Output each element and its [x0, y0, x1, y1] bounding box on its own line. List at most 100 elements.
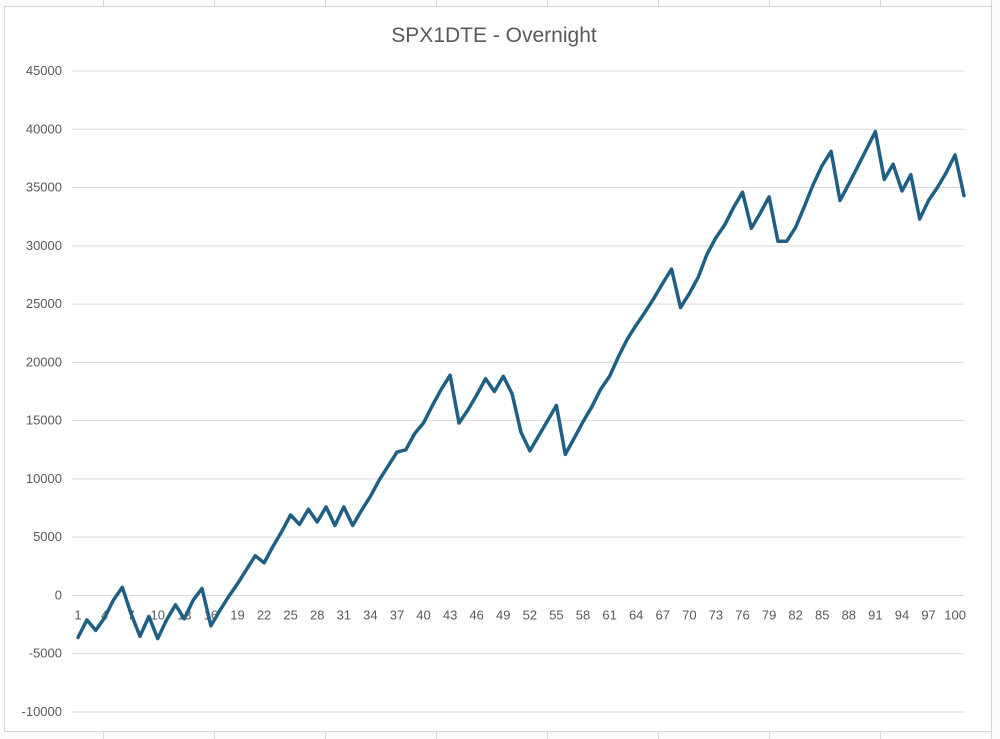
- data-point[interactable]: [280, 529, 284, 533]
- data-point[interactable]: [484, 377, 488, 381]
- data-point[interactable]: [333, 524, 337, 528]
- data-point[interactable]: [563, 452, 567, 456]
- data-point[interactable]: [306, 507, 310, 511]
- data-point[interactable]: [236, 582, 240, 586]
- data-point[interactable]: [811, 182, 815, 186]
- data-point[interactable]: [315, 520, 319, 524]
- data-point[interactable]: [856, 165, 860, 169]
- data-point[interactable]: [687, 292, 691, 296]
- data-point[interactable]: [129, 612, 133, 616]
- data-point[interactable]: [422, 421, 426, 425]
- data-point[interactable]: [413, 432, 417, 436]
- data-point[interactable]: [147, 614, 151, 618]
- data-point[interactable]: [182, 617, 186, 621]
- data-point[interactable]: [732, 205, 736, 209]
- data-point[interactable]: [679, 306, 683, 310]
- data-point[interactable]: [298, 522, 302, 526]
- data-point[interactable]: [156, 637, 160, 641]
- data-point[interactable]: [838, 198, 842, 202]
- data-point[interactable]: [94, 628, 98, 632]
- data-point[interactable]: [85, 618, 89, 622]
- data-point[interactable]: [439, 387, 443, 391]
- data-point[interactable]: [891, 162, 895, 166]
- data-point[interactable]: [670, 267, 674, 271]
- data-point[interactable]: [873, 130, 877, 134]
- data-point[interactable]: [351, 524, 355, 528]
- data-point[interactable]: [475, 393, 479, 397]
- data-point[interactable]: [785, 239, 789, 243]
- data-point[interactable]: [200, 587, 204, 591]
- data-point[interactable]: [882, 177, 886, 181]
- data-point[interactable]: [900, 189, 904, 193]
- data-point[interactable]: [253, 554, 257, 558]
- data-point[interactable]: [696, 275, 700, 279]
- data-point[interactable]: [794, 225, 798, 229]
- data-point[interactable]: [865, 147, 869, 151]
- data-point[interactable]: [342, 505, 346, 509]
- data-point[interactable]: [448, 373, 452, 377]
- data-point[interactable]: [191, 598, 195, 602]
- data-point[interactable]: [174, 603, 178, 607]
- data-point[interactable]: [519, 430, 523, 434]
- data-point[interactable]: [918, 217, 922, 221]
- data-point[interactable]: [209, 624, 213, 628]
- data-point[interactable]: [767, 195, 771, 199]
- data-point[interactable]: [803, 204, 807, 208]
- data-point[interactable]: [572, 436, 576, 440]
- series-line[interactable]: [76, 129, 966, 641]
- data-point[interactable]: [368, 494, 372, 498]
- data-point[interactable]: [360, 508, 364, 512]
- data-point[interactable]: [537, 434, 541, 438]
- data-point[interactable]: [953, 153, 957, 157]
- data-point[interactable]: [227, 595, 231, 599]
- data-point[interactable]: [962, 194, 966, 198]
- data-point[interactable]: [625, 337, 629, 341]
- data-point[interactable]: [749, 226, 753, 230]
- data-point[interactable]: [404, 448, 408, 452]
- chart-area[interactable]: [4, 6, 992, 732]
- data-point[interactable]: [820, 163, 824, 167]
- data-point[interactable]: [103, 616, 107, 620]
- data-point[interactable]: [430, 404, 434, 408]
- data-point[interactable]: [289, 513, 293, 517]
- data-point[interactable]: [643, 310, 647, 314]
- data-point[interactable]: [927, 198, 931, 202]
- data-point[interactable]: [554, 404, 558, 408]
- data-point[interactable]: [492, 390, 496, 394]
- data-point[interactable]: [457, 421, 461, 425]
- data-point[interactable]: [120, 585, 124, 589]
- data-point[interactable]: [661, 281, 665, 285]
- data-point[interactable]: [944, 170, 948, 174]
- data-point[interactable]: [634, 323, 638, 327]
- data-point[interactable]: [909, 173, 913, 177]
- data-point[interactable]: [377, 478, 381, 482]
- data-point[interactable]: [218, 609, 222, 613]
- data-point[interactable]: [386, 464, 390, 468]
- data-point[interactable]: [111, 598, 115, 602]
- data-point[interactable]: [581, 420, 585, 424]
- data-point[interactable]: [271, 545, 275, 549]
- data-point[interactable]: [528, 449, 532, 453]
- data-point[interactable]: [935, 186, 939, 190]
- data-point[interactable]: [510, 392, 514, 396]
- data-point[interactable]: [652, 296, 656, 300]
- data-point[interactable]: [776, 239, 780, 243]
- data-point[interactable]: [741, 190, 745, 194]
- data-point[interactable]: [714, 236, 718, 240]
- data-point[interactable]: [466, 408, 470, 412]
- data-point[interactable]: [608, 374, 612, 378]
- data-point[interactable]: [705, 252, 709, 256]
- data-point[interactable]: [617, 355, 621, 359]
- data-point[interactable]: [546, 419, 550, 423]
- data-point[interactable]: [165, 618, 169, 622]
- data-point[interactable]: [723, 223, 727, 227]
- data-point[interactable]: [244, 568, 248, 572]
- data-point[interactable]: [324, 505, 328, 509]
- data-point[interactable]: [262, 561, 266, 565]
- data-point[interactable]: [138, 634, 142, 638]
- data-point[interactable]: [829, 149, 833, 153]
- data-point[interactable]: [599, 387, 603, 391]
- data-point[interactable]: [395, 450, 399, 454]
- data-point[interactable]: [501, 374, 505, 378]
- data-point[interactable]: [847, 182, 851, 186]
